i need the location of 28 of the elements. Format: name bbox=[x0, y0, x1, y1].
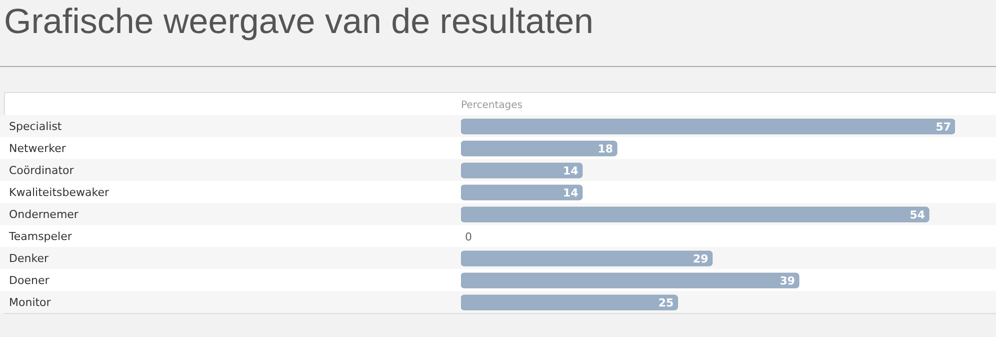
y-tick-label: Doener bbox=[9, 274, 50, 287]
y-tick-label: Denker bbox=[9, 252, 49, 265]
data-label: 39 bbox=[780, 274, 795, 288]
y-tick-label: Monitor bbox=[9, 296, 52, 309]
bar bbox=[461, 118, 955, 134]
data-label: 29 bbox=[693, 252, 708, 266]
y-tick-label: Coördinator bbox=[9, 164, 74, 177]
y-tick-label: Kwaliteitsbewaker bbox=[9, 186, 110, 199]
y-tick-label: Teamspeler bbox=[8, 230, 72, 243]
y-tick-label: Ondernemer bbox=[9, 208, 79, 221]
bar bbox=[461, 206, 930, 222]
data-label: 25 bbox=[658, 296, 674, 310]
y-tick-label: Specialist bbox=[9, 120, 62, 133]
data-label: 54 bbox=[910, 208, 926, 222]
x-axis-title: Percentages bbox=[461, 100, 522, 111]
bar bbox=[461, 250, 713, 266]
bar bbox=[461, 162, 583, 178]
data-label: 18 bbox=[598, 142, 613, 156]
data-label: 14 bbox=[563, 186, 579, 200]
y-tick-label: Netwerker bbox=[9, 142, 66, 155]
data-label: 0 bbox=[465, 230, 472, 244]
bar bbox=[461, 294, 678, 310]
data-label: 14 bbox=[563, 164, 579, 178]
bar bbox=[461, 140, 618, 156]
chart-title: Grafische weergave van de resultaten bbox=[4, 2, 594, 42]
bar bbox=[461, 272, 800, 288]
data-label: 57 bbox=[936, 120, 951, 134]
bar bbox=[461, 184, 583, 200]
